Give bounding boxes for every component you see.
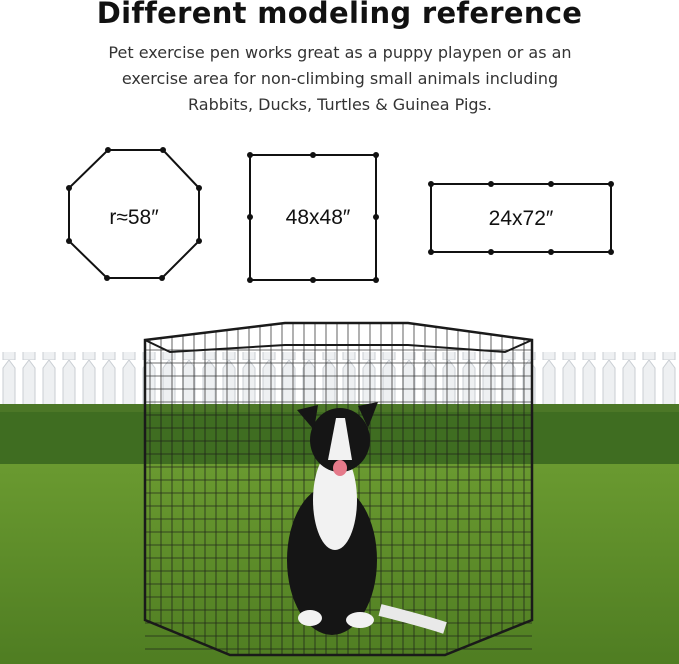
heading: Different modeling reference <box>96 0 583 30</box>
square-label: 48x48″ <box>286 206 351 229</box>
dog <box>287 402 447 635</box>
rectangle-label: 24x72″ <box>489 207 554 230</box>
rectangle-shape <box>428 181 614 255</box>
square-shape <box>247 152 379 283</box>
octagon-label: r≈58″ <box>109 206 159 229</box>
fence <box>0 352 679 408</box>
octagon-shape <box>66 147 202 281</box>
description: Pet exercise pen works great as a puppy … <box>108 43 572 114</box>
shape-diagrams: r≈58″ 48x48″ 24x72″ <box>66 147 614 283</box>
